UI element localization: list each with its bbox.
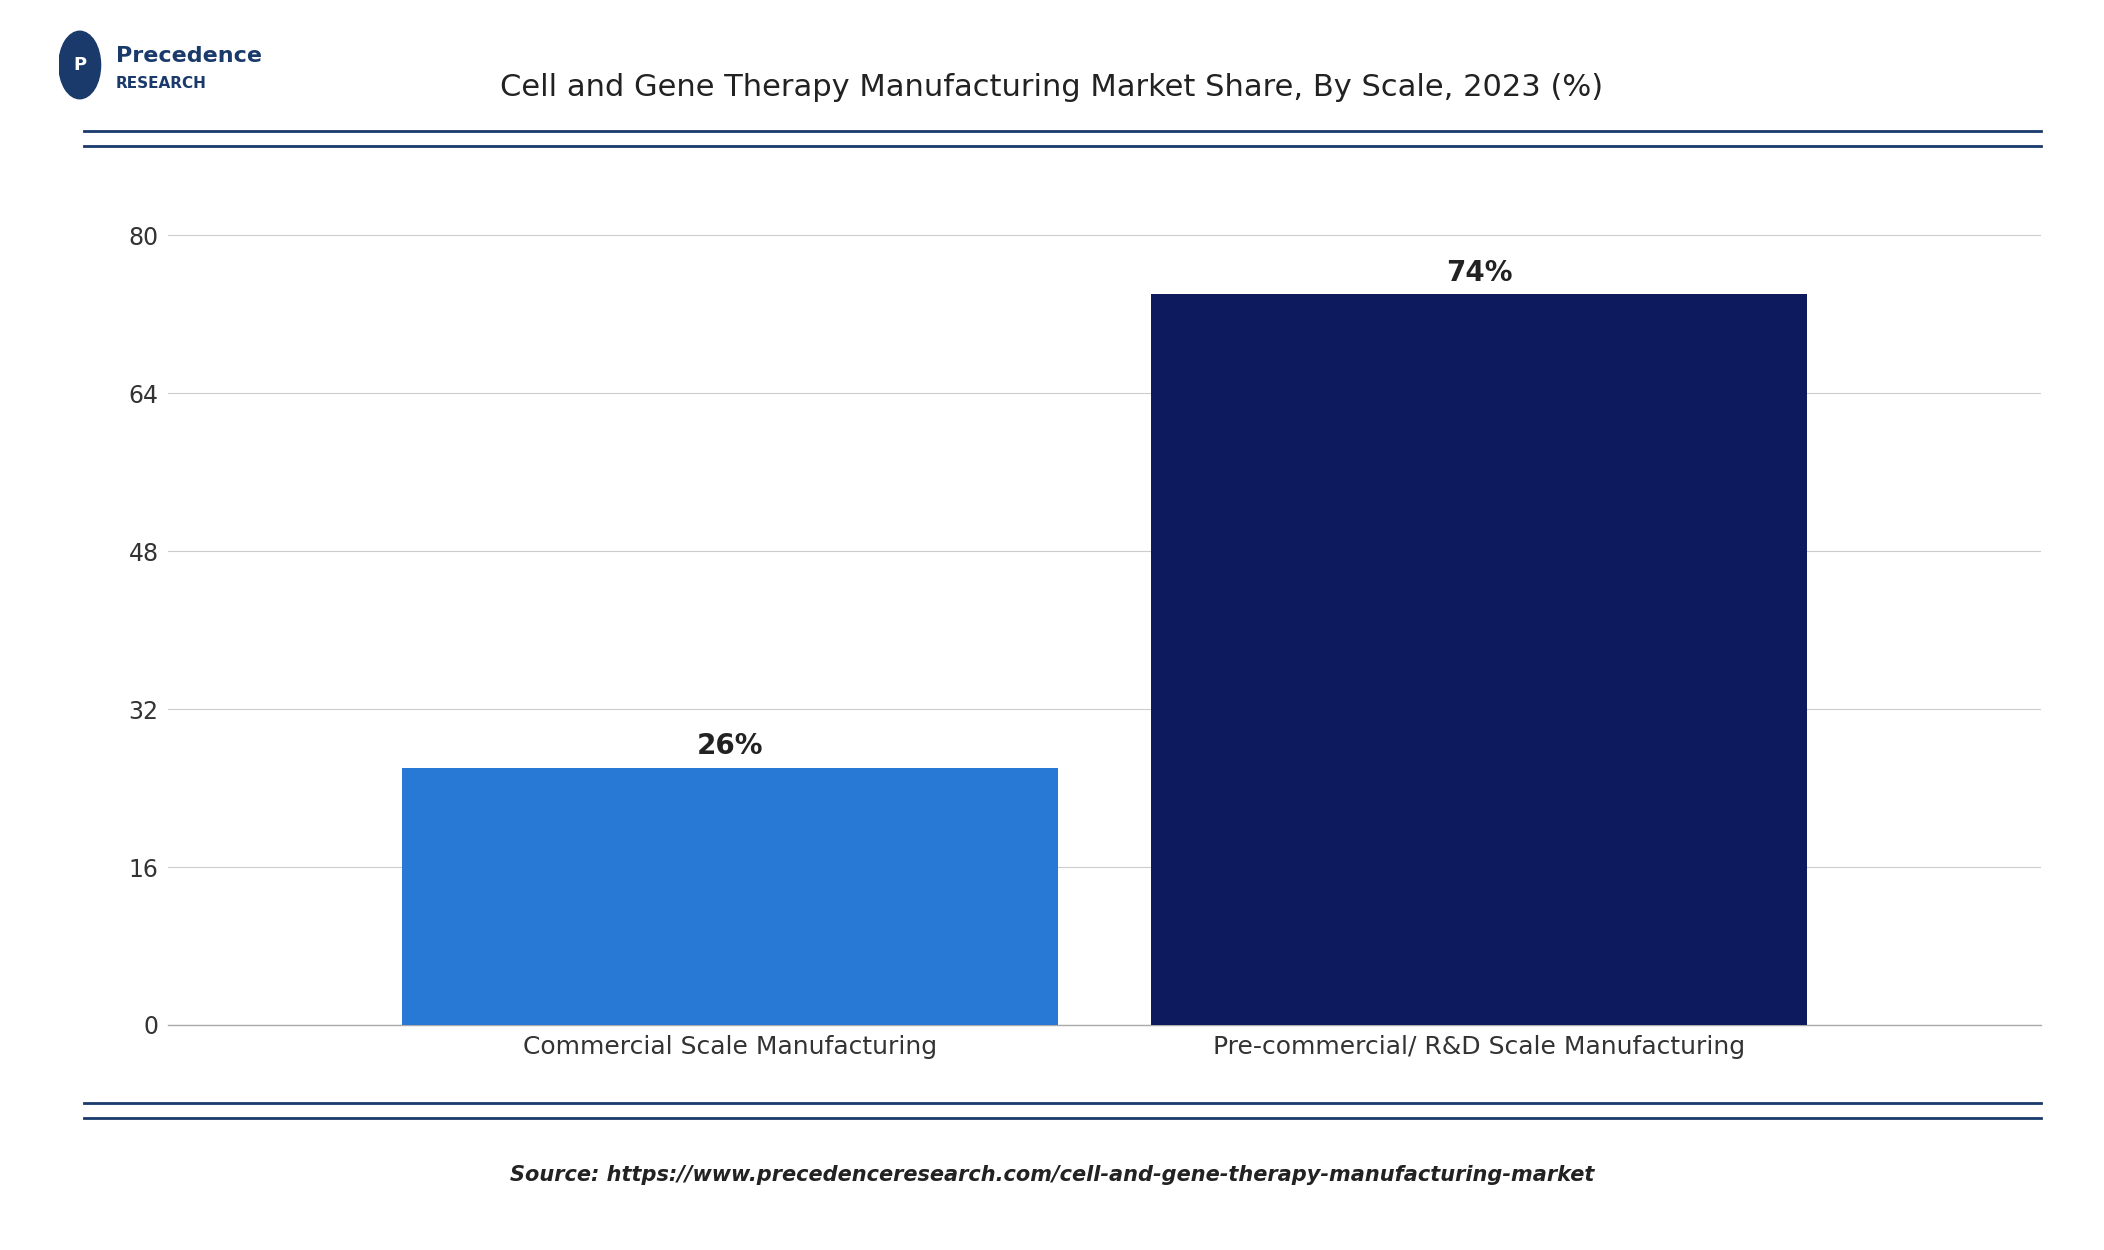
Bar bbox=[1151, 295, 1807, 1025]
Text: 74%: 74% bbox=[1445, 259, 1513, 286]
Text: RESEARCH: RESEARCH bbox=[116, 76, 206, 91]
Circle shape bbox=[59, 31, 101, 99]
Text: Source: https://www.precedenceresearch.com/cell-and-gene-therapy-manufacturing-m: Source: https://www.precedenceresearch.c… bbox=[509, 1165, 1595, 1185]
Text: P: P bbox=[74, 56, 86, 74]
Text: Precedence: Precedence bbox=[116, 46, 261, 66]
Text: 26%: 26% bbox=[696, 732, 764, 760]
Bar bbox=[402, 769, 1058, 1025]
Text: Cell and Gene Therapy Manufacturing Market Share, By Scale, 2023 (%): Cell and Gene Therapy Manufacturing Mark… bbox=[501, 72, 1603, 102]
